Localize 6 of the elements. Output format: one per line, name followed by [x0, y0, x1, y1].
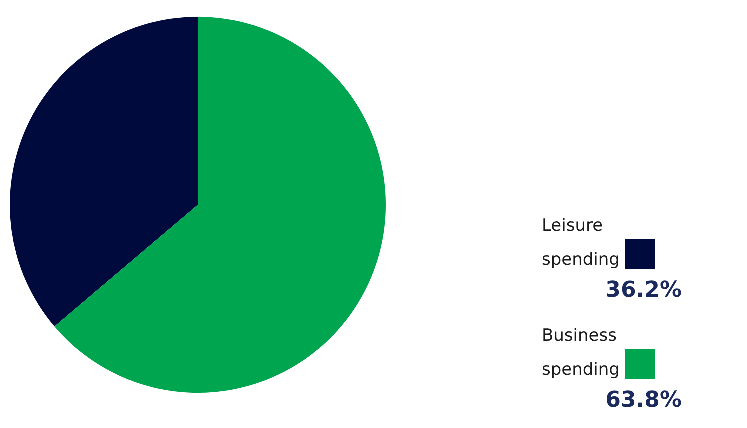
legend-label: Business spending — [542, 326, 620, 380]
data-label: 63.8% — [606, 388, 682, 413]
pie-slice — [54, 17, 386, 393]
legend-label: Leisure spending — [542, 216, 620, 270]
data-label: 36.2% — [606, 278, 682, 303]
pie-slice — [10, 17, 198, 327]
